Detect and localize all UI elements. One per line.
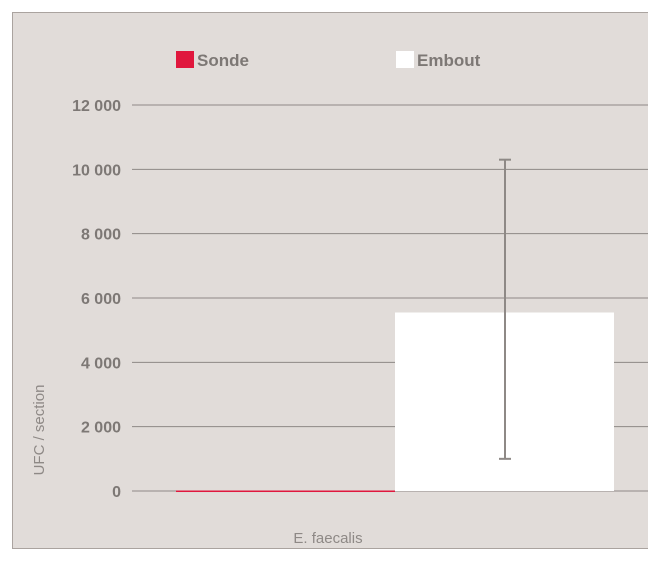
y-tick-label-10000: 10 000	[72, 162, 121, 179]
y-tick-labels: 0 2 000 4 000 6 000 8 000 10 000 12 000	[72, 98, 121, 501]
y-tick-label-4000: 4 000	[81, 355, 121, 372]
error-bars	[499, 158, 511, 460]
y-axis-label: UFC / section	[31, 385, 48, 476]
y-tick-label-2000: 2 000	[81, 420, 121, 437]
legend-label-sonde: Sonde	[197, 51, 249, 70]
y-tick-label-12000: 12 000	[72, 98, 121, 115]
bars	[176, 312, 614, 493]
x-axis-label: E. faecalis	[293, 530, 362, 547]
bar-sonde	[176, 490, 395, 493]
y-tick-label-6000: 6 000	[81, 291, 121, 308]
legend: Sonde Embout	[176, 51, 481, 70]
legend-label-embout: Embout	[417, 51, 481, 70]
y-tick-label-0: 0	[112, 484, 121, 501]
y-tick-label-8000: 8 000	[81, 227, 121, 244]
legend-swatch-embout	[396, 51, 414, 68]
legend-swatch-sonde	[176, 51, 194, 68]
